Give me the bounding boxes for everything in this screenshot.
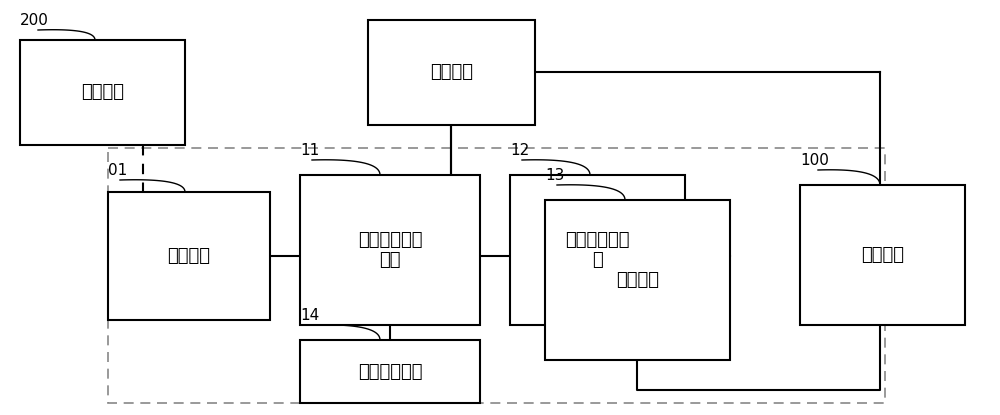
- Text: 报警提示电路: 报警提示电路: [358, 362, 422, 381]
- Text: 终端设备: 终端设备: [81, 83, 124, 102]
- Bar: [108, 192, 270, 320]
- Bar: [368, 20, 535, 125]
- Bar: [300, 340, 480, 403]
- Text: 13: 13: [545, 168, 564, 183]
- Bar: [108, 148, 885, 403]
- Bar: [20, 40, 185, 145]
- Bar: [800, 185, 965, 325]
- Bar: [300, 175, 480, 325]
- Text: 11: 11: [300, 143, 319, 158]
- Text: 调光电路: 调光电路: [616, 271, 659, 289]
- Bar: [510, 175, 685, 325]
- Text: 100: 100: [800, 153, 829, 168]
- Text: 12: 12: [510, 143, 529, 158]
- Text: 数字电位器电
路: 数字电位器电 路: [565, 231, 630, 269]
- Text: 无线通信控制
电路: 无线通信控制 电路: [358, 231, 422, 269]
- Text: 14: 14: [300, 308, 319, 323]
- Text: 控制组件: 控制组件: [168, 247, 210, 265]
- Text: 200: 200: [20, 13, 49, 28]
- Text: 供电电源: 供电电源: [430, 63, 473, 81]
- Text: 照明负载: 照明负载: [861, 246, 904, 264]
- Bar: [545, 200, 730, 360]
- Text: 01: 01: [108, 163, 127, 178]
